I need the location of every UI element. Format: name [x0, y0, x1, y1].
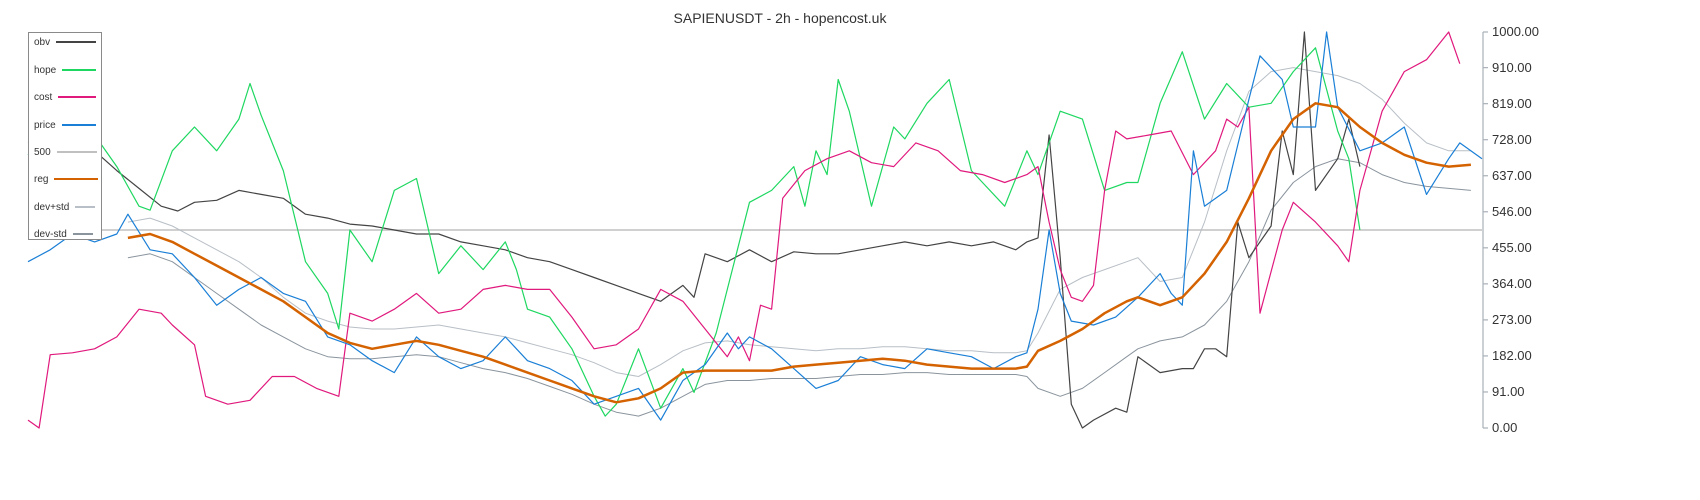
legend-line-swatch-icon: [75, 206, 96, 208]
y-tick-label: 1000.00: [1492, 24, 1539, 39]
y-tick-label: 364.00: [1492, 275, 1532, 291]
y-tick-label: 728.00: [1492, 131, 1532, 147]
series-line-price: [27, 31, 1483, 421]
series-layer: [27, 31, 1483, 429]
legend-label: reg: [34, 173, 49, 185]
chart-title: SAPIENUSDT - 2h - hopencost.uk: [673, 10, 887, 26]
legend-item-cost[interactable]: cost: [34, 90, 97, 104]
series-line-obv: [27, 31, 1361, 429]
legend-item-price[interactable]: price: [34, 118, 96, 132]
legend-item-obv[interactable]: obv: [34, 35, 97, 49]
series-line-hope: [27, 47, 1361, 417]
legend: obv hope cost price 500 reg dev+std dev-std: [28, 32, 102, 240]
series-line-reg: [127, 102, 1472, 404]
legend-line-swatch-icon: [58, 96, 97, 98]
y-axis-ticks: [1483, 31, 1488, 429]
y-tick-label: 819.00: [1492, 95, 1532, 111]
legend-label: cost: [34, 91, 53, 103]
y-tick-label: 910.00: [1492, 59, 1532, 75]
legend-label: 500: [34, 146, 51, 158]
series-line-dev-std: [127, 67, 1471, 377]
y-tick-label: 637.00: [1492, 167, 1532, 183]
legend-line-swatch-icon: [62, 69, 97, 71]
y-tick-label: 182.00: [1492, 347, 1532, 363]
y-tick-label: 455.00: [1492, 239, 1532, 255]
y-tick-label: 273.00: [1492, 311, 1532, 327]
legend-line-swatch-icon: [56, 41, 97, 43]
series-line-dev-std: [127, 158, 1471, 417]
legend-label: obv: [34, 36, 51, 48]
legend-line-swatch-icon: [56, 151, 97, 153]
legend-label: dev-std: [34, 228, 67, 240]
legend-label: price: [34, 119, 56, 131]
legend-label: dev+std: [34, 201, 70, 213]
legend-item-500[interactable]: 500: [34, 145, 97, 159]
legend-item-dev-std[interactable]: dev+std: [34, 200, 96, 214]
legend-line-swatch-icon: [61, 124, 96, 126]
legend-item-reg[interactable]: reg: [34, 172, 99, 186]
series-line-cost: [27, 31, 1461, 429]
y-tick-label: 546.00: [1492, 203, 1532, 219]
y-tick-label: 0.00: [1492, 420, 1518, 435]
legend-line-swatch-icon: [72, 233, 93, 235]
legend-item-dev-std[interactable]: dev-std: [34, 227, 93, 241]
legend-label: hope: [34, 64, 57, 76]
legend-item-hope[interactable]: hope: [34, 63, 97, 77]
y-tick-label: 91.00: [1492, 383, 1525, 399]
legend-line-swatch-icon: [54, 177, 99, 181]
